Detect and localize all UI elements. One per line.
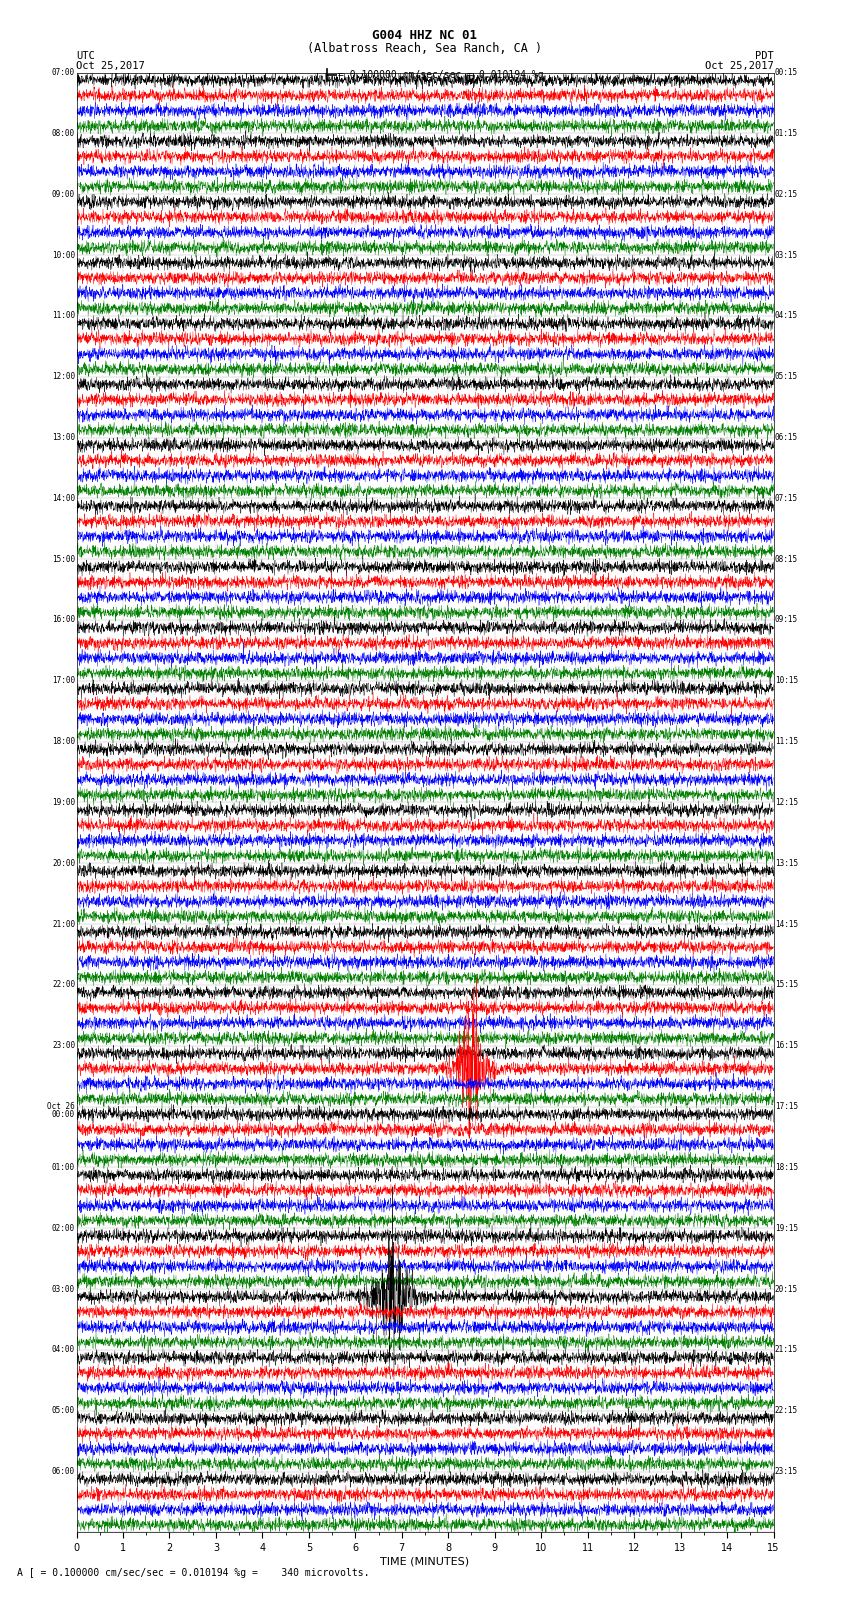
Text: 22:15: 22:15 [775,1407,798,1415]
Text: 21:15: 21:15 [775,1345,798,1355]
Text: UTC: UTC [76,52,95,61]
Text: 11:00: 11:00 [52,311,75,321]
Text: 11:15: 11:15 [775,737,798,747]
Text: 07:00: 07:00 [52,68,75,77]
Text: 09:00: 09:00 [52,190,75,198]
Text: 19:00: 19:00 [52,798,75,806]
Text: 01:00: 01:00 [52,1163,75,1173]
Text: 16:15: 16:15 [775,1042,798,1050]
Text: 18:00: 18:00 [52,737,75,747]
Text: 08:15: 08:15 [775,555,798,563]
Text: 03:15: 03:15 [775,250,798,260]
Text: Oct 26: Oct 26 [48,1102,75,1111]
Text: 13:15: 13:15 [775,858,798,868]
Text: 12:15: 12:15 [775,798,798,806]
Text: 14:00: 14:00 [52,494,75,503]
Text: 05:00: 05:00 [52,1407,75,1415]
Text: 07:15: 07:15 [775,494,798,503]
Text: 06:15: 06:15 [775,432,798,442]
Text: G004 HHZ NC 01: G004 HHZ NC 01 [372,29,478,42]
Text: 06:00: 06:00 [52,1468,75,1476]
Text: 10:15: 10:15 [775,676,798,686]
Text: 18:15: 18:15 [775,1163,798,1173]
X-axis label: TIME (MINUTES): TIME (MINUTES) [381,1557,469,1566]
Text: 14:15: 14:15 [775,919,798,929]
Text: 08:00: 08:00 [52,129,75,137]
Text: 23:15: 23:15 [775,1468,798,1476]
Text: 19:15: 19:15 [775,1224,798,1232]
Text: 17:15: 17:15 [775,1102,798,1111]
Text: 05:15: 05:15 [775,373,798,381]
Text: A [ = 0.100000 cm/sec/sec = 0.010194 %g =    340 microvolts.: A [ = 0.100000 cm/sec/sec = 0.010194 %g … [17,1568,370,1578]
Text: 15:15: 15:15 [775,981,798,989]
Text: 13:00: 13:00 [52,432,75,442]
Text: 20:15: 20:15 [775,1284,798,1294]
Text: 00:00: 00:00 [52,1110,75,1119]
Text: 00:15: 00:15 [775,68,798,77]
Text: 02:15: 02:15 [775,190,798,198]
Text: PDT: PDT [755,52,774,61]
Text: = 0.100000 cm/sec/sec = 0.010194 %g: = 0.100000 cm/sec/sec = 0.010194 %g [338,69,544,81]
Text: (Albatross Reach, Sea Ranch, CA ): (Albatross Reach, Sea Ranch, CA ) [308,42,542,55]
Text: 20:00: 20:00 [52,858,75,868]
Text: 15:00: 15:00 [52,555,75,563]
Text: 21:00: 21:00 [52,919,75,929]
Text: 10:00: 10:00 [52,250,75,260]
Text: 04:00: 04:00 [52,1345,75,1355]
Text: 12:00: 12:00 [52,373,75,381]
Text: 16:00: 16:00 [52,616,75,624]
Text: 04:15: 04:15 [775,311,798,321]
Text: Oct 25,2017: Oct 25,2017 [76,61,145,71]
Text: Oct 25,2017: Oct 25,2017 [705,61,774,71]
Text: 01:15: 01:15 [775,129,798,137]
Text: 17:00: 17:00 [52,676,75,686]
Text: 02:00: 02:00 [52,1224,75,1232]
Text: 03:00: 03:00 [52,1284,75,1294]
Text: 22:00: 22:00 [52,981,75,989]
Text: 09:15: 09:15 [775,616,798,624]
Text: 23:00: 23:00 [52,1042,75,1050]
